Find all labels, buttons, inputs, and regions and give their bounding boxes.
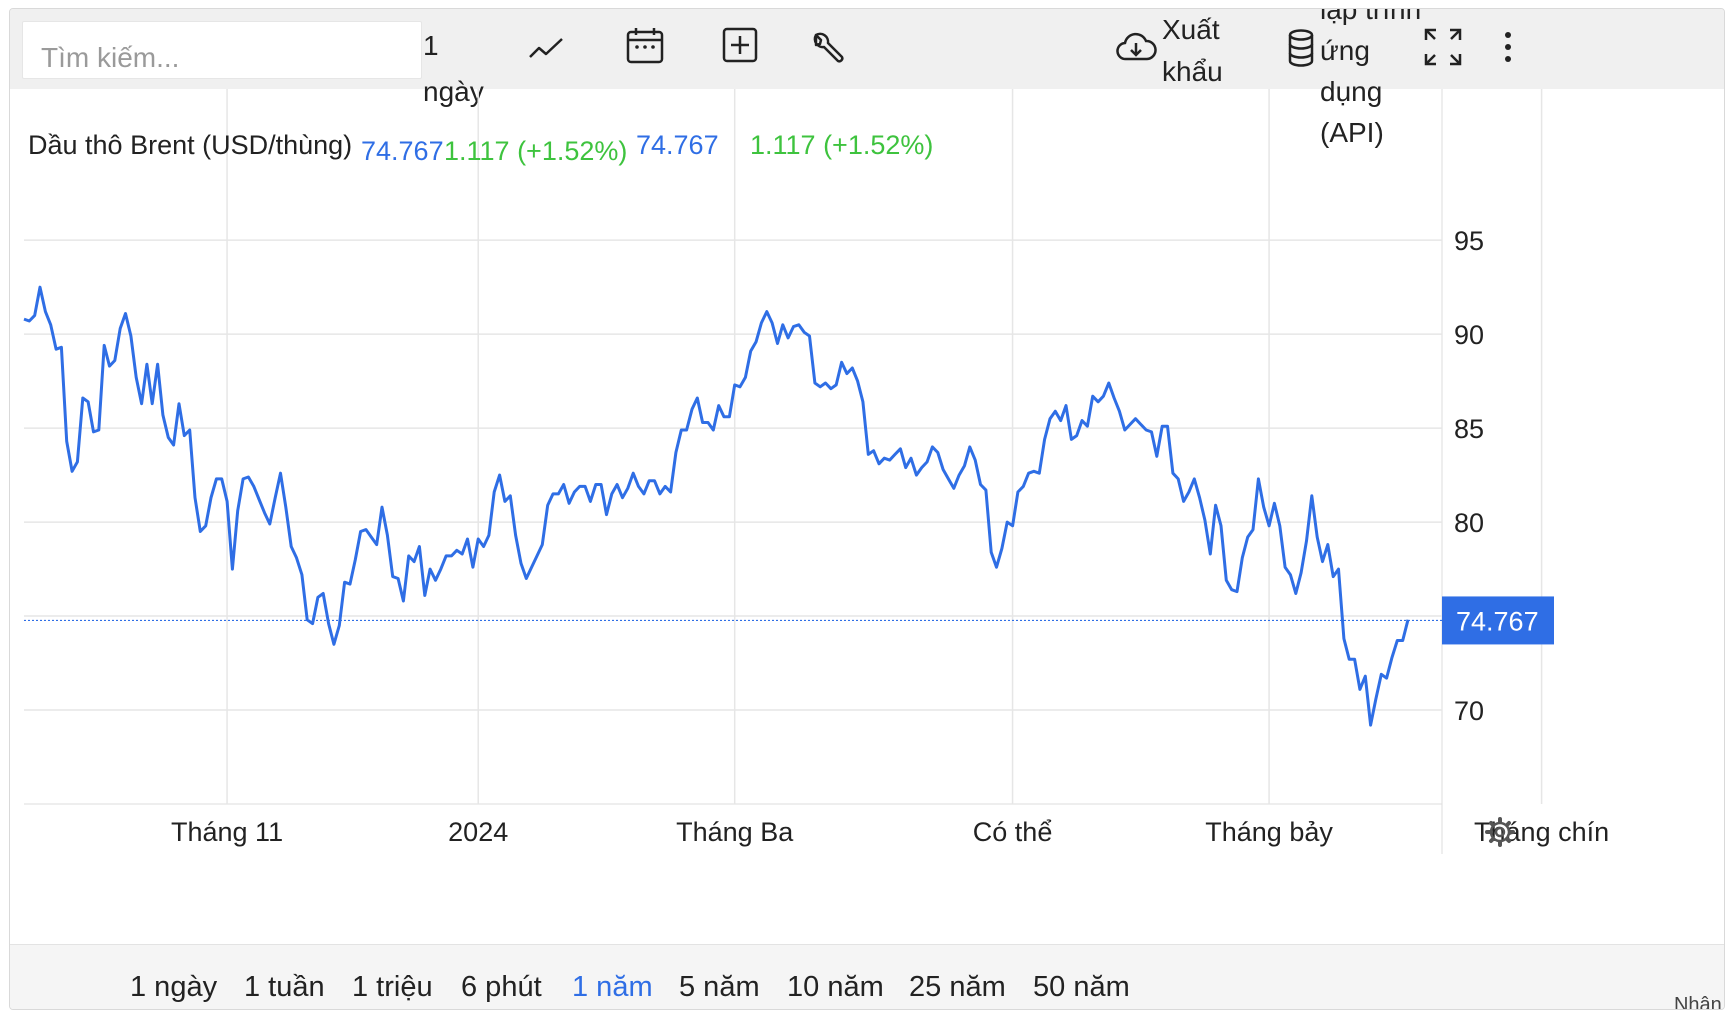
- y-tick-label: 95: [1454, 226, 1484, 256]
- x-tick-label: Tháng bảy: [1205, 817, 1333, 847]
- cloud-download-icon[interactable]: [1114, 27, 1158, 72]
- legend-change: 1.117 (+1.52%): [444, 136, 627, 166]
- x-tick-label: Tháng 11: [171, 817, 283, 847]
- x-tick-label: Có thể: [973, 817, 1053, 847]
- add-indicator-icon[interactable]: [720, 25, 760, 70]
- grid: [24, 89, 1543, 854]
- y-tick-label: 90: [1454, 320, 1484, 350]
- line-chart-icon[interactable]: [526, 29, 566, 74]
- period-10-year[interactable]: 10 năm: [787, 971, 884, 1003]
- y-tick-label: 70: [1454, 696, 1484, 726]
- legend-value: 74.767: [361, 136, 444, 166]
- chart-widget: 1 ngày Xuất khẩu lập trình ứng dụng (API…: [9, 8, 1725, 1010]
- y-tick-label: 85: [1454, 414, 1484, 444]
- calendar-icon[interactable]: [624, 25, 666, 72]
- more-options-icon[interactable]: [1498, 29, 1518, 74]
- settings-gear-icon[interactable]: [1485, 817, 1515, 847]
- x-tick-label: Tháng Ba: [676, 817, 794, 847]
- legend-change-secondary: 1.117 (+1.52%): [750, 130, 933, 160]
- y-tick-label: 80: [1454, 508, 1484, 538]
- period-1-week[interactable]: 1 tuần: [244, 971, 325, 1003]
- x-axis: Tháng 11 2024 Tháng Ba Có thể Tháng bảy Tháng…: [171, 817, 1609, 847]
- period-25-year[interactable]: 25 năm: [909, 971, 1006, 1003]
- last-price-layer: 74.767: [24, 596, 1554, 645]
- price-line: [23, 285, 1410, 727]
- last-price-badge: [1442, 596, 1554, 645]
- period-6-month[interactable]: 6 phút: [461, 971, 542, 1003]
- active-period-indicator: [555, 1009, 662, 1010]
- fullscreen-icon[interactable]: [1422, 26, 1464, 73]
- legend-value-secondary: 74.767: [636, 130, 719, 160]
- y-axis: 70 80 85 90 95: [1454, 226, 1484, 726]
- period-5-year[interactable]: 5 năm: [679, 971, 760, 1003]
- last-price-label: 74.767: [1456, 606, 1539, 636]
- x-tick-label: 2024: [448, 817, 508, 847]
- interval-selector[interactable]: 1 ngày: [423, 30, 484, 107]
- search-input[interactable]: [22, 21, 422, 79]
- export-button[interactable]: Xuất khẩu: [1162, 14, 1223, 87]
- period-1-year[interactable]: 1 năm: [572, 971, 653, 1003]
- wrench-icon[interactable]: [806, 29, 846, 74]
- footnote: Nhận xét: [1673, 994, 1724, 1010]
- period-1-month[interactable]: 1 triệu: [352, 971, 433, 1003]
- toolbar: 1 ngày Xuất khẩu lập trình ứng dụng (API…: [10, 9, 1724, 148]
- database-icon[interactable]: [1286, 27, 1316, 74]
- x-tick-label: Tháng chín: [1474, 817, 1609, 847]
- period-selector: 1 ngày 1 tuần 1 triệu 6 phút 1 năm 5 năm…: [10, 944, 1724, 1009]
- period-1-day[interactable]: 1 ngày: [130, 971, 218, 1003]
- api-button[interactable]: lập trình ứng dụng (API): [1320, 8, 1422, 148]
- series-layer: [23, 285, 1410, 727]
- period-50-year[interactable]: 50 năm: [1033, 971, 1130, 1003]
- legend-title: Dầu thô Brent (USD/thùng): [28, 130, 352, 160]
